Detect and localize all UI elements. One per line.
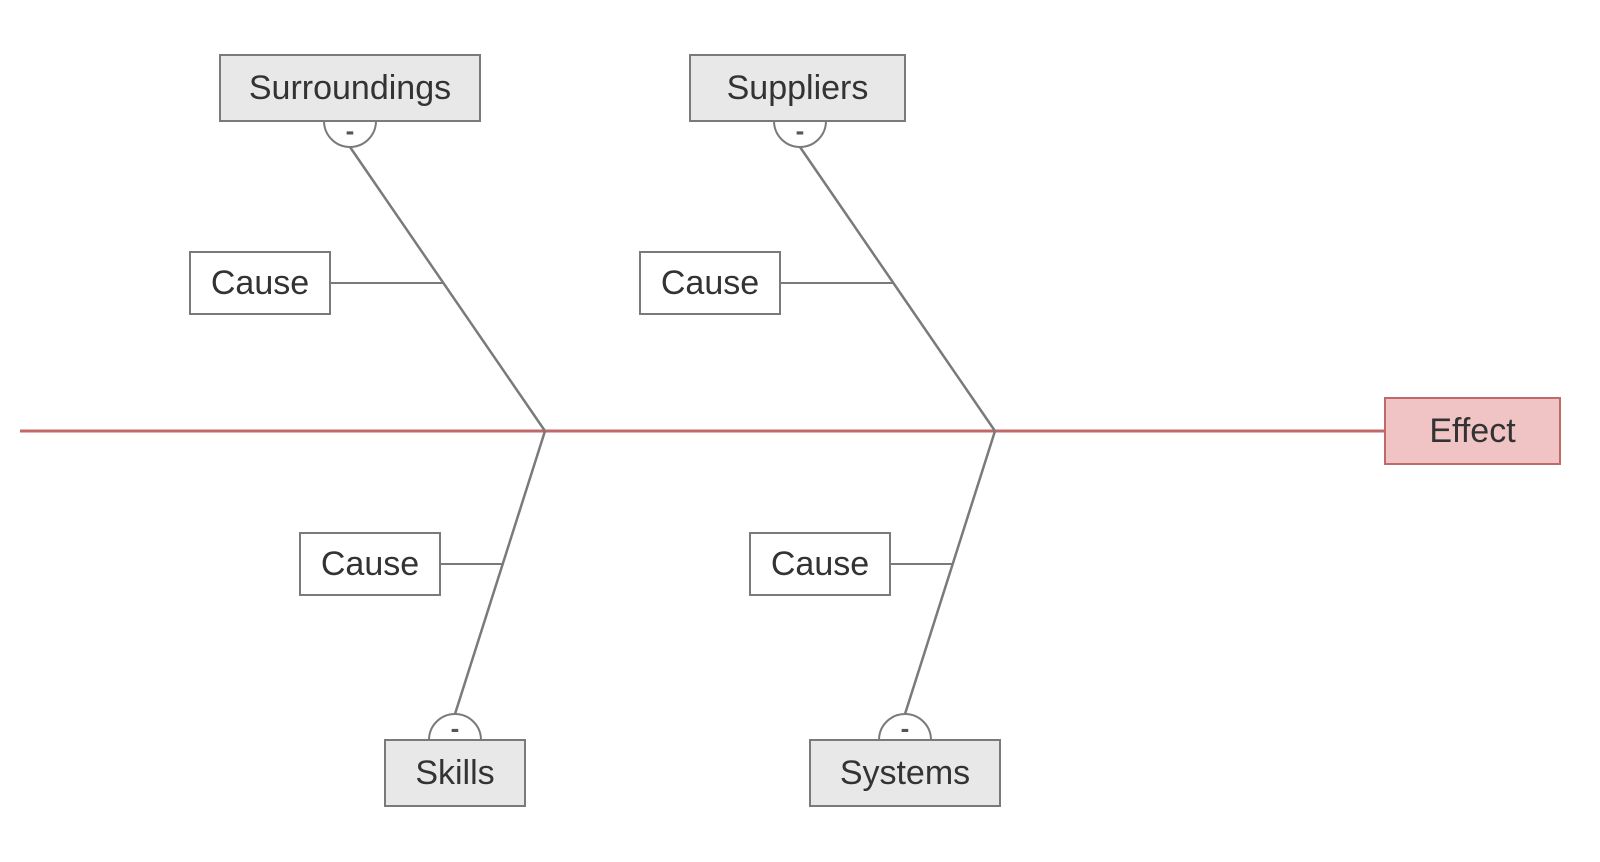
cause-label-surroundings-0: Cause: [211, 264, 309, 302]
category-label-suppliers: Suppliers: [727, 69, 869, 107]
bone-systems: [905, 431, 995, 714]
bone-surroundings: [350, 147, 545, 431]
collapse-minus-icon: -: [451, 713, 460, 743]
cause-label-skills-0: Cause: [321, 545, 419, 583]
collapse-minus-icon: -: [901, 713, 910, 743]
bone-suppliers: [800, 147, 995, 431]
bone-skills: [455, 431, 545, 714]
effect-label: Effect: [1429, 412, 1516, 450]
category-label-systems: Systems: [840, 754, 970, 792]
category-label-surroundings: Surroundings: [249, 69, 451, 107]
category-label-skills: Skills: [415, 754, 494, 792]
cause-label-suppliers-0: Cause: [661, 264, 759, 302]
fishbone-diagram: Cause-SurroundingsCause-SuppliersCause-S…: [0, 0, 1600, 862]
cause-label-systems-0: Cause: [771, 545, 869, 583]
